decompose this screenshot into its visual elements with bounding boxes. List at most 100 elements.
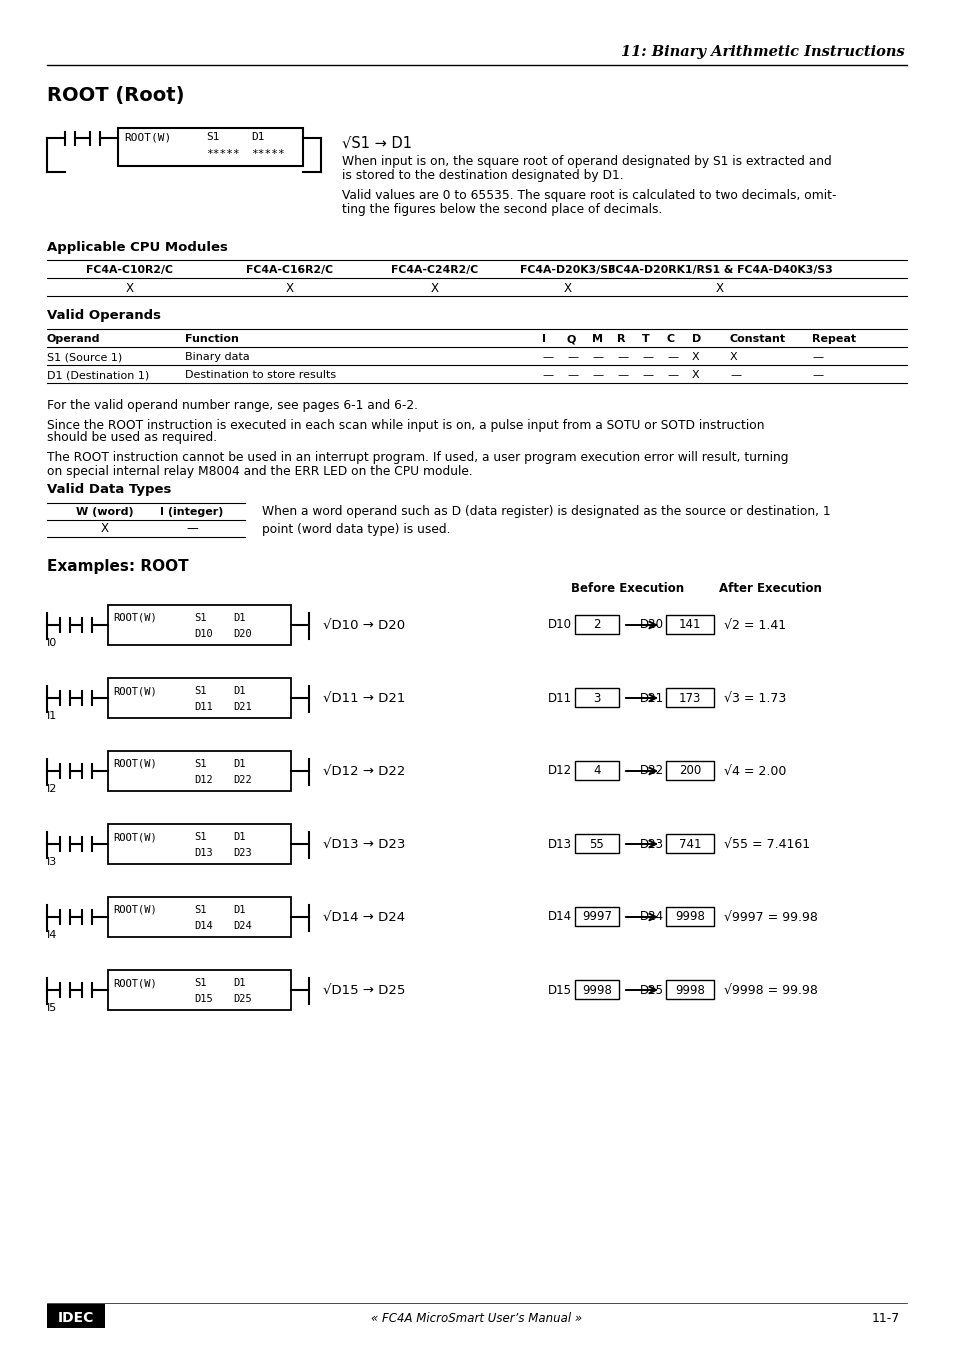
Text: √D14 → D24: √D14 → D24 (323, 911, 405, 924)
Text: √4 = 2.00: √4 = 2.00 (723, 765, 785, 777)
Text: Examples: ROOT: Examples: ROOT (47, 559, 189, 574)
Text: √S1 → D1: √S1 → D1 (341, 135, 412, 150)
Text: ROOT(W): ROOT(W) (124, 132, 172, 142)
Text: 11-7: 11-7 (871, 1312, 899, 1324)
Text: D25: D25 (639, 984, 663, 997)
Text: point (word data type) is used.: point (word data type) is used. (262, 523, 450, 535)
Text: *****: ***** (206, 149, 239, 159)
Text: √D12 → D22: √D12 → D22 (323, 765, 405, 777)
Text: X: X (563, 281, 572, 295)
Text: S1: S1 (193, 686, 206, 696)
Text: Destination to store results: Destination to store results (185, 370, 335, 380)
Bar (575, 834, 618, 852)
Text: S1: S1 (193, 978, 206, 988)
Text: Applicable CPU Modules: Applicable CPU Modules (47, 242, 228, 254)
Text: X: X (729, 353, 737, 362)
Text: *****: ***** (251, 149, 284, 159)
Text: « FC4A MicroSmart User’s Manual »: « FC4A MicroSmart User’s Manual » (371, 1312, 582, 1324)
Text: —: — (592, 370, 602, 380)
Text: —: — (729, 370, 740, 380)
Text: After Execution: After Execution (718, 582, 821, 596)
Text: —: — (617, 370, 627, 380)
Text: S1 (Source 1): S1 (Source 1) (47, 353, 122, 362)
Text: D20: D20 (639, 619, 663, 631)
Bar (575, 979, 618, 998)
Text: —: — (541, 353, 553, 362)
Text: √2 = 1.41: √2 = 1.41 (723, 619, 785, 631)
Text: X: X (126, 281, 133, 295)
Text: D1: D1 (233, 686, 245, 696)
Text: I0: I0 (47, 638, 57, 648)
Text: Operand: Operand (47, 334, 100, 345)
Text: —: — (566, 353, 578, 362)
Text: Repeat: Repeat (811, 334, 855, 345)
Text: W (word): W (word) (76, 507, 133, 517)
Bar (108, 605, 291, 644)
Text: D1: D1 (251, 132, 264, 142)
Text: is stored to the destination designated by D1.: is stored to the destination designated … (341, 169, 623, 182)
Text: Valid values are 0 to 65535. The square root is calculated to two decimals, omit: Valid values are 0 to 65535. The square … (341, 189, 836, 203)
Text: D1: D1 (233, 905, 245, 915)
Bar (665, 834, 713, 852)
Text: 9998: 9998 (675, 984, 704, 997)
Text: D21: D21 (233, 703, 252, 712)
Bar (108, 751, 291, 790)
Text: √9997 = 99.98: √9997 = 99.98 (723, 911, 817, 924)
Text: D: D (691, 334, 700, 345)
Text: ROOT(W): ROOT(W) (112, 686, 156, 696)
Text: ROOT(W): ROOT(W) (112, 613, 156, 623)
Text: Before Execution: Before Execution (571, 582, 684, 596)
Text: —: — (641, 353, 653, 362)
Text: FC4A-D20K3/S3: FC4A-D20K3/S3 (519, 265, 616, 276)
Bar (665, 979, 713, 998)
Text: should be used as required.: should be used as required. (47, 431, 217, 444)
Text: D13: D13 (547, 838, 572, 851)
Text: D13: D13 (193, 848, 213, 858)
Text: D1: D1 (233, 759, 245, 769)
Text: S1: S1 (193, 832, 206, 842)
Text: —: — (541, 370, 553, 380)
Text: D23: D23 (639, 838, 663, 851)
Text: FC4A-C10R2/C: FC4A-C10R2/C (87, 265, 173, 276)
Text: D1: D1 (233, 978, 245, 988)
Text: ROOT(W): ROOT(W) (112, 978, 156, 988)
Text: —: — (811, 370, 822, 380)
Text: 55: 55 (589, 838, 604, 851)
Text: Constant: Constant (729, 334, 785, 345)
Bar (118, 128, 303, 166)
Text: ROOT(W): ROOT(W) (112, 759, 156, 769)
Text: ROOT (Root): ROOT (Root) (47, 85, 184, 104)
Text: M: M (592, 334, 602, 345)
Text: √9998 = 99.98: √9998 = 99.98 (723, 984, 817, 997)
Bar (108, 678, 291, 717)
Text: X: X (101, 523, 109, 535)
Text: S1: S1 (193, 613, 206, 623)
Text: D15: D15 (547, 984, 572, 997)
Bar (108, 897, 291, 938)
Text: D12: D12 (193, 775, 213, 785)
Bar (108, 824, 291, 865)
Text: 9998: 9998 (675, 911, 704, 924)
Text: D24: D24 (639, 911, 663, 924)
Text: —: — (617, 353, 627, 362)
Text: √D15 → D25: √D15 → D25 (323, 984, 405, 997)
Text: D11: D11 (193, 703, 213, 712)
Text: FC4A-D20RK1/RS1 & FC4A-D40K3/S3: FC4A-D20RK1/RS1 & FC4A-D40K3/S3 (607, 265, 832, 276)
Text: C: C (666, 334, 675, 345)
Text: I: I (541, 334, 545, 345)
Text: ROOT(W): ROOT(W) (112, 905, 156, 915)
Text: —: — (641, 370, 653, 380)
Text: When a word operand such as D (data register) is designated as the source or des: When a word operand such as D (data regi… (262, 505, 830, 519)
Bar (108, 970, 291, 1011)
Text: I3: I3 (47, 857, 57, 867)
Text: —: — (566, 370, 578, 380)
Text: When input is on, the square root of operand designated by S1 is extracted and: When input is on, the square root of ope… (341, 155, 831, 169)
Text: Since the ROOT instruction is executed in each scan while input is on, a pulse i: Since the ROOT instruction is executed i… (47, 419, 763, 431)
Bar (665, 761, 713, 780)
Text: √D10 → D20: √D10 → D20 (323, 619, 405, 631)
Text: D22: D22 (639, 765, 663, 777)
Text: √3 = 1.73: √3 = 1.73 (723, 692, 785, 704)
Text: D12: D12 (547, 765, 572, 777)
Text: D24: D24 (233, 921, 252, 931)
Text: D1: D1 (233, 613, 245, 623)
